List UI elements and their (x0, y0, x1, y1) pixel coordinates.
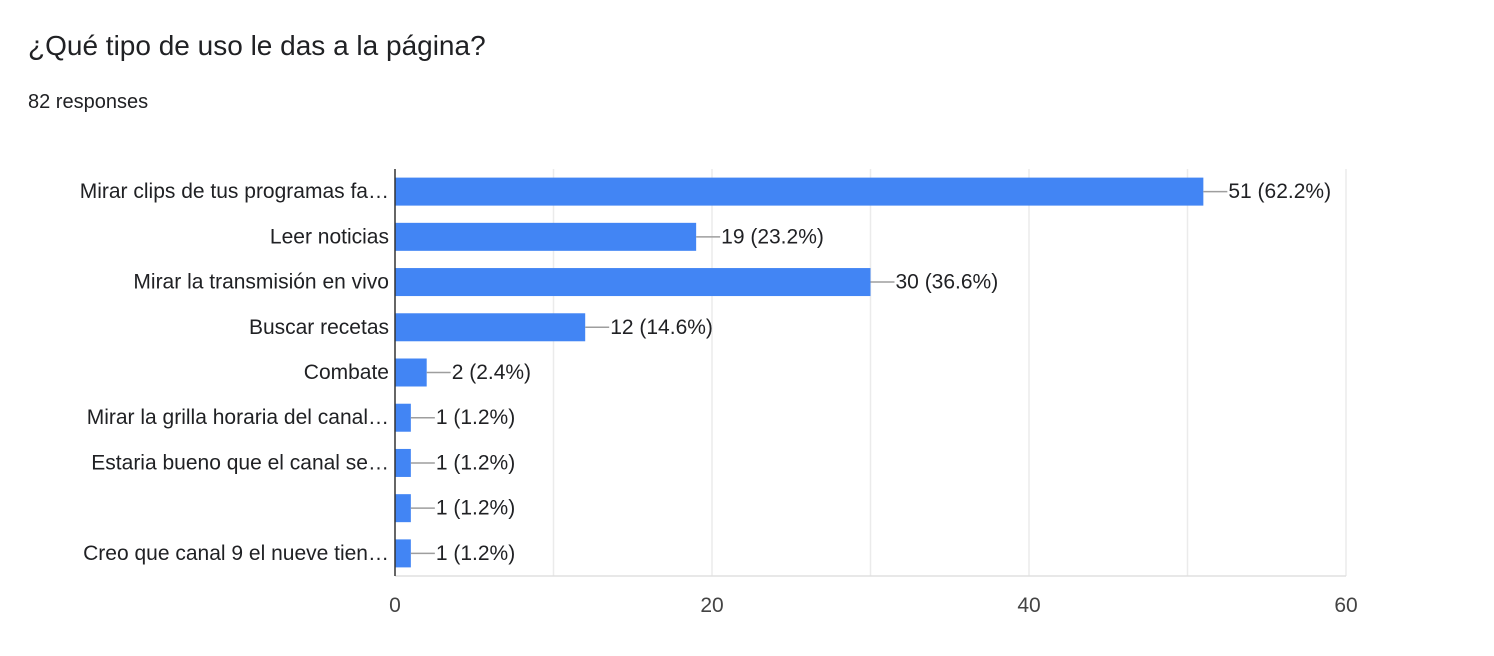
bar (395, 222, 697, 251)
bar (395, 403, 411, 432)
bar (395, 494, 411, 523)
data-label: 1 (1.2%) (436, 406, 515, 429)
bar (395, 268, 871, 297)
data-label: 1 (1.2%) (436, 451, 515, 474)
data-label: 1 (1.2%) (436, 542, 515, 565)
bar (395, 358, 427, 387)
category-label: Mirar la grilla horaria del canal… (87, 406, 389, 429)
data-label: 19 (23.2%) (721, 225, 824, 248)
category-label: Combate (304, 361, 389, 384)
bar (395, 177, 1204, 206)
x-tick-label: 40 (1017, 594, 1040, 617)
bar (395, 539, 411, 568)
category-label: Creo que canal 9 el nueve tien… (83, 542, 389, 565)
category-label: Mirar clips de tus programas fa… (80, 180, 389, 203)
category-label: Mirar la transmisión en vivo (133, 271, 389, 294)
bar (395, 448, 411, 477)
data-label: 12 (14.6%) (610, 316, 713, 339)
category-label: Leer noticias (270, 225, 389, 248)
x-tick-label: 20 (700, 594, 723, 617)
x-tick-label: 0 (389, 594, 401, 617)
bar (395, 313, 586, 342)
data-label: 30 (36.6%) (896, 271, 999, 294)
data-label: 1 (1.2%) (436, 497, 515, 520)
x-tick-label: 60 (1334, 594, 1357, 617)
category-label: Buscar recetas (249, 316, 389, 339)
chart-title: ¿Qué tipo de uso le das a la página? (28, 30, 486, 61)
response-count: 82 responses (28, 91, 149, 113)
data-label: 51 (62.2%) (1228, 180, 1331, 203)
category-label: Estaria bueno que el canal se… (91, 451, 389, 474)
data-label: 2 (2.4%) (452, 361, 531, 384)
